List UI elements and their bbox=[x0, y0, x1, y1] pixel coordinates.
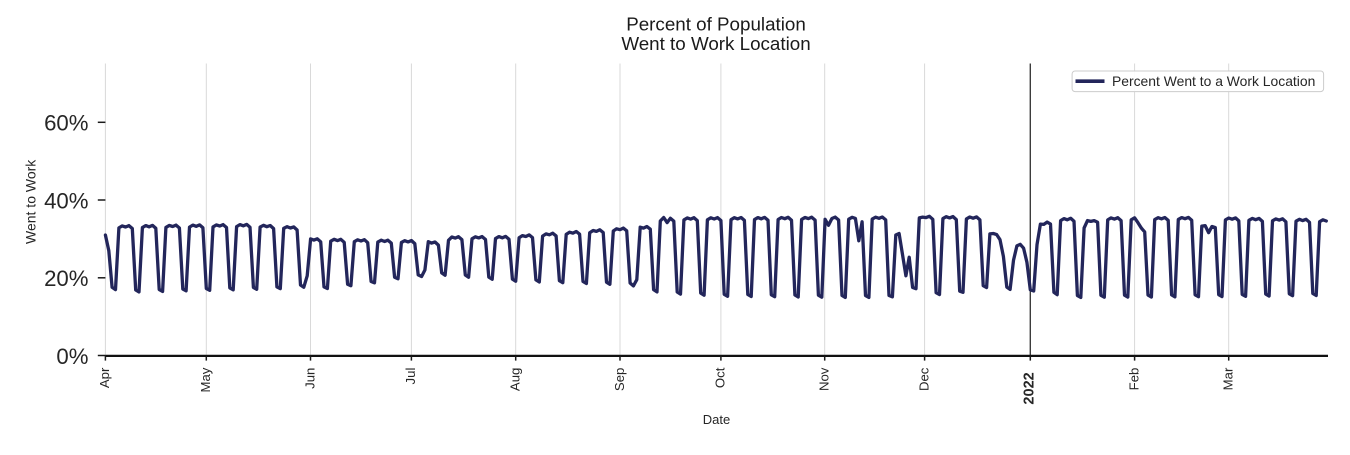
svg-text:40%: 40% bbox=[44, 188, 88, 213]
svg-text:60%: 60% bbox=[44, 111, 88, 136]
svg-text:Sep: Sep bbox=[612, 368, 627, 391]
svg-text:Went to Work Location: Went to Work Location bbox=[621, 33, 810, 54]
svg-text:20%: 20% bbox=[44, 266, 88, 291]
svg-text:Apr: Apr bbox=[97, 367, 112, 388]
svg-text:0%: 0% bbox=[56, 344, 88, 369]
svg-text:Dec: Dec bbox=[916, 367, 931, 391]
svg-text:2022: 2022 bbox=[1022, 372, 1038, 404]
svg-text:Aug: Aug bbox=[508, 368, 523, 391]
svg-text:May: May bbox=[198, 367, 213, 392]
svg-text:Date: Date bbox=[703, 412, 730, 427]
svg-text:Mar: Mar bbox=[1221, 367, 1236, 390]
svg-text:Jun: Jun bbox=[302, 368, 317, 389]
svg-text:Percent of Population: Percent of Population bbox=[626, 14, 806, 35]
svg-text:Nov: Nov bbox=[817, 367, 832, 391]
svg-text:Feb: Feb bbox=[1126, 368, 1141, 391]
svg-text:Jul: Jul bbox=[403, 368, 418, 385]
svg-text:Percent Went to a Work Locatio: Percent Went to a Work Location bbox=[1112, 73, 1315, 89]
svg-text:Oct: Oct bbox=[713, 367, 728, 388]
svg-text:Went to Work: Went to Work bbox=[23, 159, 39, 244]
